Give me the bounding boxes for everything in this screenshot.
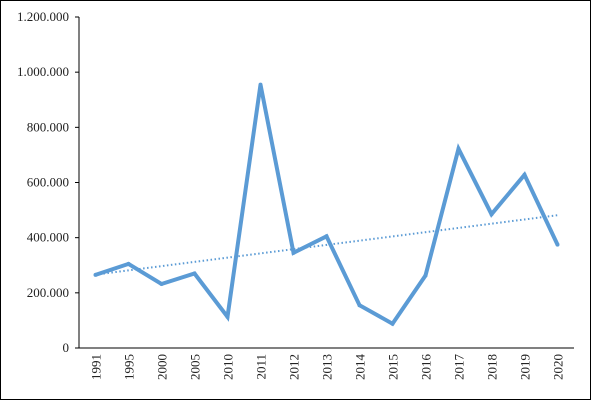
data-point: [423, 273, 428, 278]
x-tick-label: 2012: [287, 354, 302, 380]
data-point: [225, 314, 230, 319]
x-tick-label: 2000: [155, 354, 170, 380]
y-tick-label: 1.000.000: [17, 64, 69, 79]
data-point: [159, 282, 164, 287]
series-line: [94, 84, 560, 327]
trendline: [95, 214, 558, 276]
data-point: [93, 272, 98, 277]
x-axis-ticks: 1991 1995 2000 2005 2010 2011 2012 2013 2014 2015…: [89, 354, 566, 381]
x-tick-label: 2019: [518, 354, 533, 380]
x-tick-label: 2020: [551, 354, 566, 380]
data-point: [126, 261, 131, 266]
x-tick-label: 2005: [188, 354, 203, 380]
data-point: [456, 146, 461, 151]
x-tick-label: 1995: [122, 354, 137, 380]
x-tick-label: 2013: [320, 354, 335, 380]
data-point: [489, 212, 494, 217]
data-point: [291, 250, 296, 255]
data-point: [357, 303, 362, 308]
y-axis-ticks: 0 200.000 400.000 600.000 800.000 1.000.000 1.…: [17, 9, 79, 355]
data-point: [390, 321, 395, 326]
y-tick-label: 200.000: [27, 285, 69, 300]
y-tick-label: 400.000: [27, 230, 69, 245]
y-tick-label: 0: [63, 340, 70, 355]
y-tick-label: 800.000: [27, 119, 69, 134]
x-tick-label: 2010: [221, 354, 236, 380]
data-point: [258, 82, 263, 87]
x-tick-label: 2018: [485, 354, 500, 380]
x-tick-label: 1991: [89, 354, 104, 380]
x-tick-label: 2015: [386, 354, 401, 380]
y-tick-label: 1.200.000: [17, 9, 69, 24]
x-tick-label: 2011: [254, 354, 269, 380]
data-point: [522, 172, 527, 177]
x-tick-label: 2014: [353, 354, 368, 381]
data-points: [93, 82, 560, 326]
x-tick-label: 2016: [419, 354, 434, 381]
data-point: [324, 234, 329, 239]
x-tick-label: 2017: [452, 354, 467, 381]
data-point: [192, 271, 197, 276]
y-tick-label: 600.000: [27, 175, 69, 190]
data-point: [555, 242, 560, 247]
